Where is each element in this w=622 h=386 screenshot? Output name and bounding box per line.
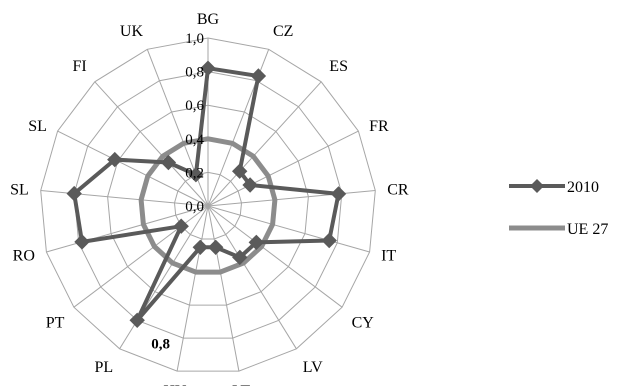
- data-point: [107, 151, 123, 168]
- grid-spoke: [207, 190, 376, 207]
- grid-spoke: [207, 205, 240, 372]
- tick-label: 1,0: [185, 31, 204, 47]
- grid-spoke: [73, 205, 209, 308]
- grid-ring-1: [173, 171, 243, 240]
- radar-grid: [40, 37, 376, 372]
- grid-ring-3: [107, 104, 309, 306]
- grid-spoke: [207, 81, 322, 207]
- legend-marker: [530, 179, 544, 193]
- radar-category-labels: BG CZ ES FR CR IT CY LV LT HU PL PT RO SL SL FI UK: [10, 11, 409, 386]
- series-line: [138, 136, 278, 275]
- data-point: [188, 166, 204, 183]
- tick-label: 0,8: [185, 65, 204, 81]
- category-label: LV: [303, 359, 323, 376]
- legend-item: 2010: [509, 179, 599, 196]
- data-point: [321, 232, 337, 249]
- data-point: [248, 234, 265, 251]
- category-label: CZ: [273, 23, 293, 40]
- radar-annotations: 0,8: [151, 336, 170, 352]
- tick-label: 0,0: [185, 199, 204, 215]
- category-label: IT: [381, 247, 396, 264]
- category-label: PT: [46, 315, 65, 332]
- grid-spoke: [207, 130, 359, 207]
- category-label: UK: [120, 23, 144, 40]
- category-label: CR: [387, 181, 409, 198]
- category-label: SL: [10, 181, 29, 198]
- grid-ring-5: [40, 37, 376, 372]
- data-label: 0,8: [151, 336, 170, 352]
- grid-spoke: [57, 130, 209, 207]
- data-point: [129, 312, 145, 329]
- category-label: ES: [329, 58, 348, 75]
- legend-item: UE 27: [509, 221, 608, 238]
- grid-spoke: [46, 205, 209, 253]
- legend-label: 2010: [567, 179, 599, 196]
- data-point: [232, 249, 248, 266]
- category-label: SL: [28, 118, 47, 135]
- series-2010: [66, 60, 347, 329]
- data-point: [200, 60, 216, 76]
- grid-spoke: [207, 205, 343, 308]
- data-point: [66, 185, 82, 202]
- grid-spoke: [207, 205, 297, 350]
- data-point: [250, 68, 267, 84]
- data-point: [74, 234, 90, 250]
- radar-series: [66, 60, 347, 329]
- tick-label: 0,4: [185, 132, 204, 148]
- legend-label: UE 27: [567, 221, 608, 238]
- category-label: FR: [369, 118, 389, 135]
- grid-ring-4: [73, 71, 343, 339]
- category-label: LT: [232, 383, 250, 386]
- data-point: [330, 186, 347, 202]
- data-point: [207, 239, 224, 256]
- category-label: PL: [95, 359, 114, 376]
- data-point: [173, 218, 189, 234]
- data-point: [160, 154, 177, 171]
- category-label: CY: [352, 315, 375, 332]
- tick-label: 0,6: [185, 98, 204, 114]
- data-point: [231, 163, 248, 179]
- grid-spoke: [40, 190, 209, 207]
- series-ue-27: [138, 136, 278, 275]
- grid-spoke: [176, 205, 209, 372]
- radar-tick-labels: 0,0 0,2 0,4 0,6 0,8 1,0: [185, 31, 204, 215]
- data-point: [192, 239, 209, 256]
- category-label: FI: [72, 58, 86, 75]
- tick-label: 0,2: [185, 165, 204, 181]
- category-label: BG: [197, 11, 220, 28]
- grid-spoke: [94, 81, 209, 207]
- category-label: HU: [163, 383, 187, 386]
- category-label: RO: [13, 247, 35, 264]
- data-point: [242, 177, 258, 193]
- grid-spoke: [207, 205, 370, 253]
- legend: 2010 UE 27: [509, 179, 608, 238]
